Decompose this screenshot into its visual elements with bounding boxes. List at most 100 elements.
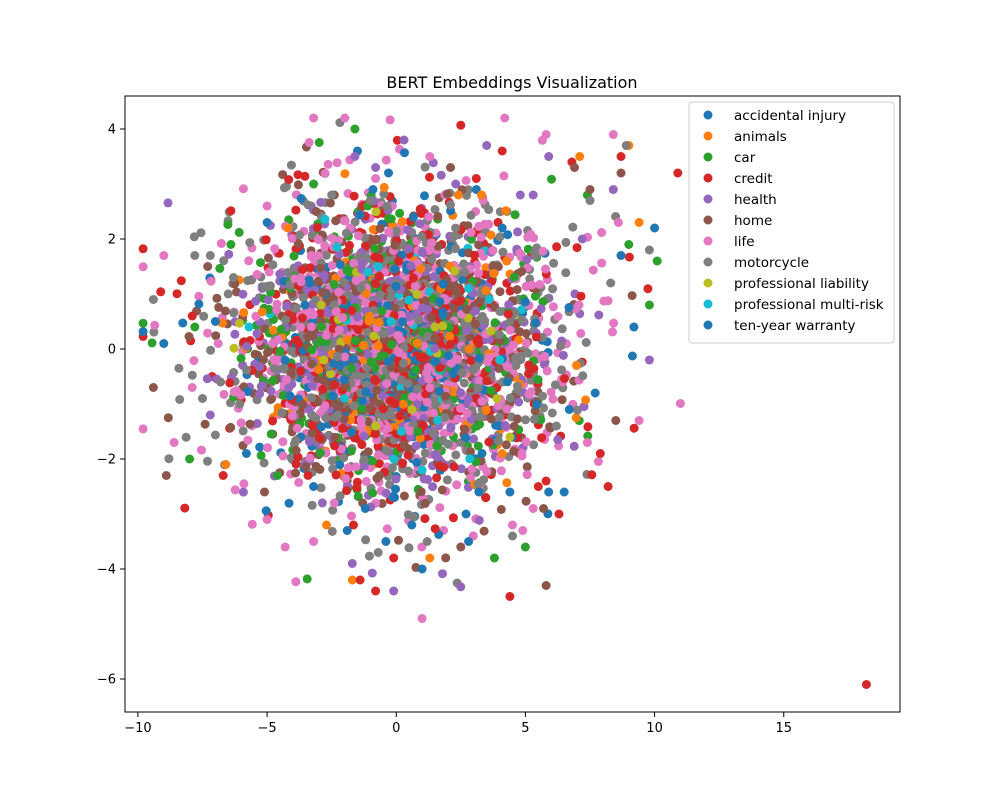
point bbox=[363, 267, 373, 277]
point bbox=[417, 465, 427, 475]
point bbox=[409, 212, 418, 222]
point bbox=[411, 441, 421, 451]
point bbox=[508, 520, 517, 530]
legend-label: home bbox=[734, 213, 772, 229]
point bbox=[504, 300, 514, 310]
point bbox=[305, 263, 315, 273]
point bbox=[482, 376, 492, 386]
point bbox=[353, 371, 363, 380]
point bbox=[456, 388, 466, 398]
point bbox=[308, 381, 318, 391]
point bbox=[517, 305, 527, 315]
point bbox=[197, 445, 206, 455]
legend-marker bbox=[703, 152, 713, 162]
point bbox=[430, 524, 440, 534]
point bbox=[363, 447, 373, 457]
chart-title: BERT Embeddings Visualization bbox=[386, 73, 637, 92]
point bbox=[412, 457, 422, 467]
point bbox=[226, 240, 236, 249]
point bbox=[429, 272, 439, 281]
point bbox=[597, 228, 607, 237]
point bbox=[557, 324, 567, 334]
legend-label: life bbox=[734, 234, 755, 250]
point bbox=[361, 535, 371, 545]
y-tick-label: −2 bbox=[97, 453, 116, 468]
point bbox=[521, 329, 531, 338]
point bbox=[470, 250, 479, 260]
point bbox=[644, 355, 654, 365]
point bbox=[334, 287, 344, 297]
point bbox=[327, 526, 337, 536]
point bbox=[320, 214, 330, 224]
point bbox=[430, 344, 440, 353]
point bbox=[536, 304, 546, 314]
point bbox=[539, 504, 548, 513]
point bbox=[373, 548, 383, 557]
point bbox=[314, 365, 324, 375]
point bbox=[382, 423, 392, 433]
point bbox=[355, 575, 365, 585]
point bbox=[342, 266, 352, 276]
point bbox=[386, 326, 396, 336]
point bbox=[190, 322, 200, 332]
point bbox=[332, 158, 342, 168]
point bbox=[425, 553, 435, 563]
point bbox=[463, 395, 473, 404]
point bbox=[407, 520, 417, 530]
point bbox=[347, 306, 357, 315]
point bbox=[417, 542, 427, 552]
point bbox=[220, 306, 230, 316]
point bbox=[587, 470, 597, 480]
point bbox=[441, 553, 451, 563]
point bbox=[644, 300, 654, 310]
point bbox=[377, 499, 387, 508]
point bbox=[269, 325, 278, 335]
point bbox=[387, 463, 397, 473]
point bbox=[486, 230, 496, 240]
point bbox=[495, 330, 504, 340]
point bbox=[287, 411, 297, 421]
point bbox=[473, 441, 483, 451]
point bbox=[180, 503, 190, 513]
point bbox=[313, 277, 323, 286]
point bbox=[294, 477, 304, 487]
point bbox=[273, 335, 283, 344]
point bbox=[284, 175, 294, 185]
point bbox=[347, 559, 357, 568]
point bbox=[263, 347, 273, 357]
point bbox=[138, 424, 148, 434]
point bbox=[203, 456, 212, 466]
point bbox=[398, 399, 408, 409]
point bbox=[445, 339, 455, 349]
point bbox=[430, 322, 440, 332]
point bbox=[474, 412, 484, 422]
point bbox=[268, 260, 278, 270]
point bbox=[397, 317, 407, 327]
point bbox=[174, 363, 184, 373]
point bbox=[417, 232, 427, 241]
point bbox=[412, 338, 422, 348]
point bbox=[267, 394, 277, 404]
point bbox=[368, 488, 378, 498]
point bbox=[391, 484, 400, 494]
point bbox=[244, 256, 254, 266]
point bbox=[535, 280, 545, 289]
point bbox=[316, 197, 326, 207]
point bbox=[399, 135, 409, 145]
point bbox=[316, 336, 326, 346]
point bbox=[256, 450, 266, 460]
point bbox=[218, 318, 227, 328]
legend-label: ten-year warranty bbox=[734, 318, 856, 334]
point bbox=[291, 303, 301, 313]
point bbox=[438, 279, 448, 289]
point bbox=[541, 581, 551, 590]
point bbox=[474, 240, 484, 250]
point bbox=[320, 401, 330, 411]
point bbox=[512, 414, 522, 424]
point bbox=[378, 329, 388, 339]
point bbox=[597, 258, 607, 268]
point bbox=[372, 385, 382, 395]
point bbox=[285, 391, 295, 401]
point bbox=[417, 614, 427, 623]
point bbox=[577, 234, 587, 244]
